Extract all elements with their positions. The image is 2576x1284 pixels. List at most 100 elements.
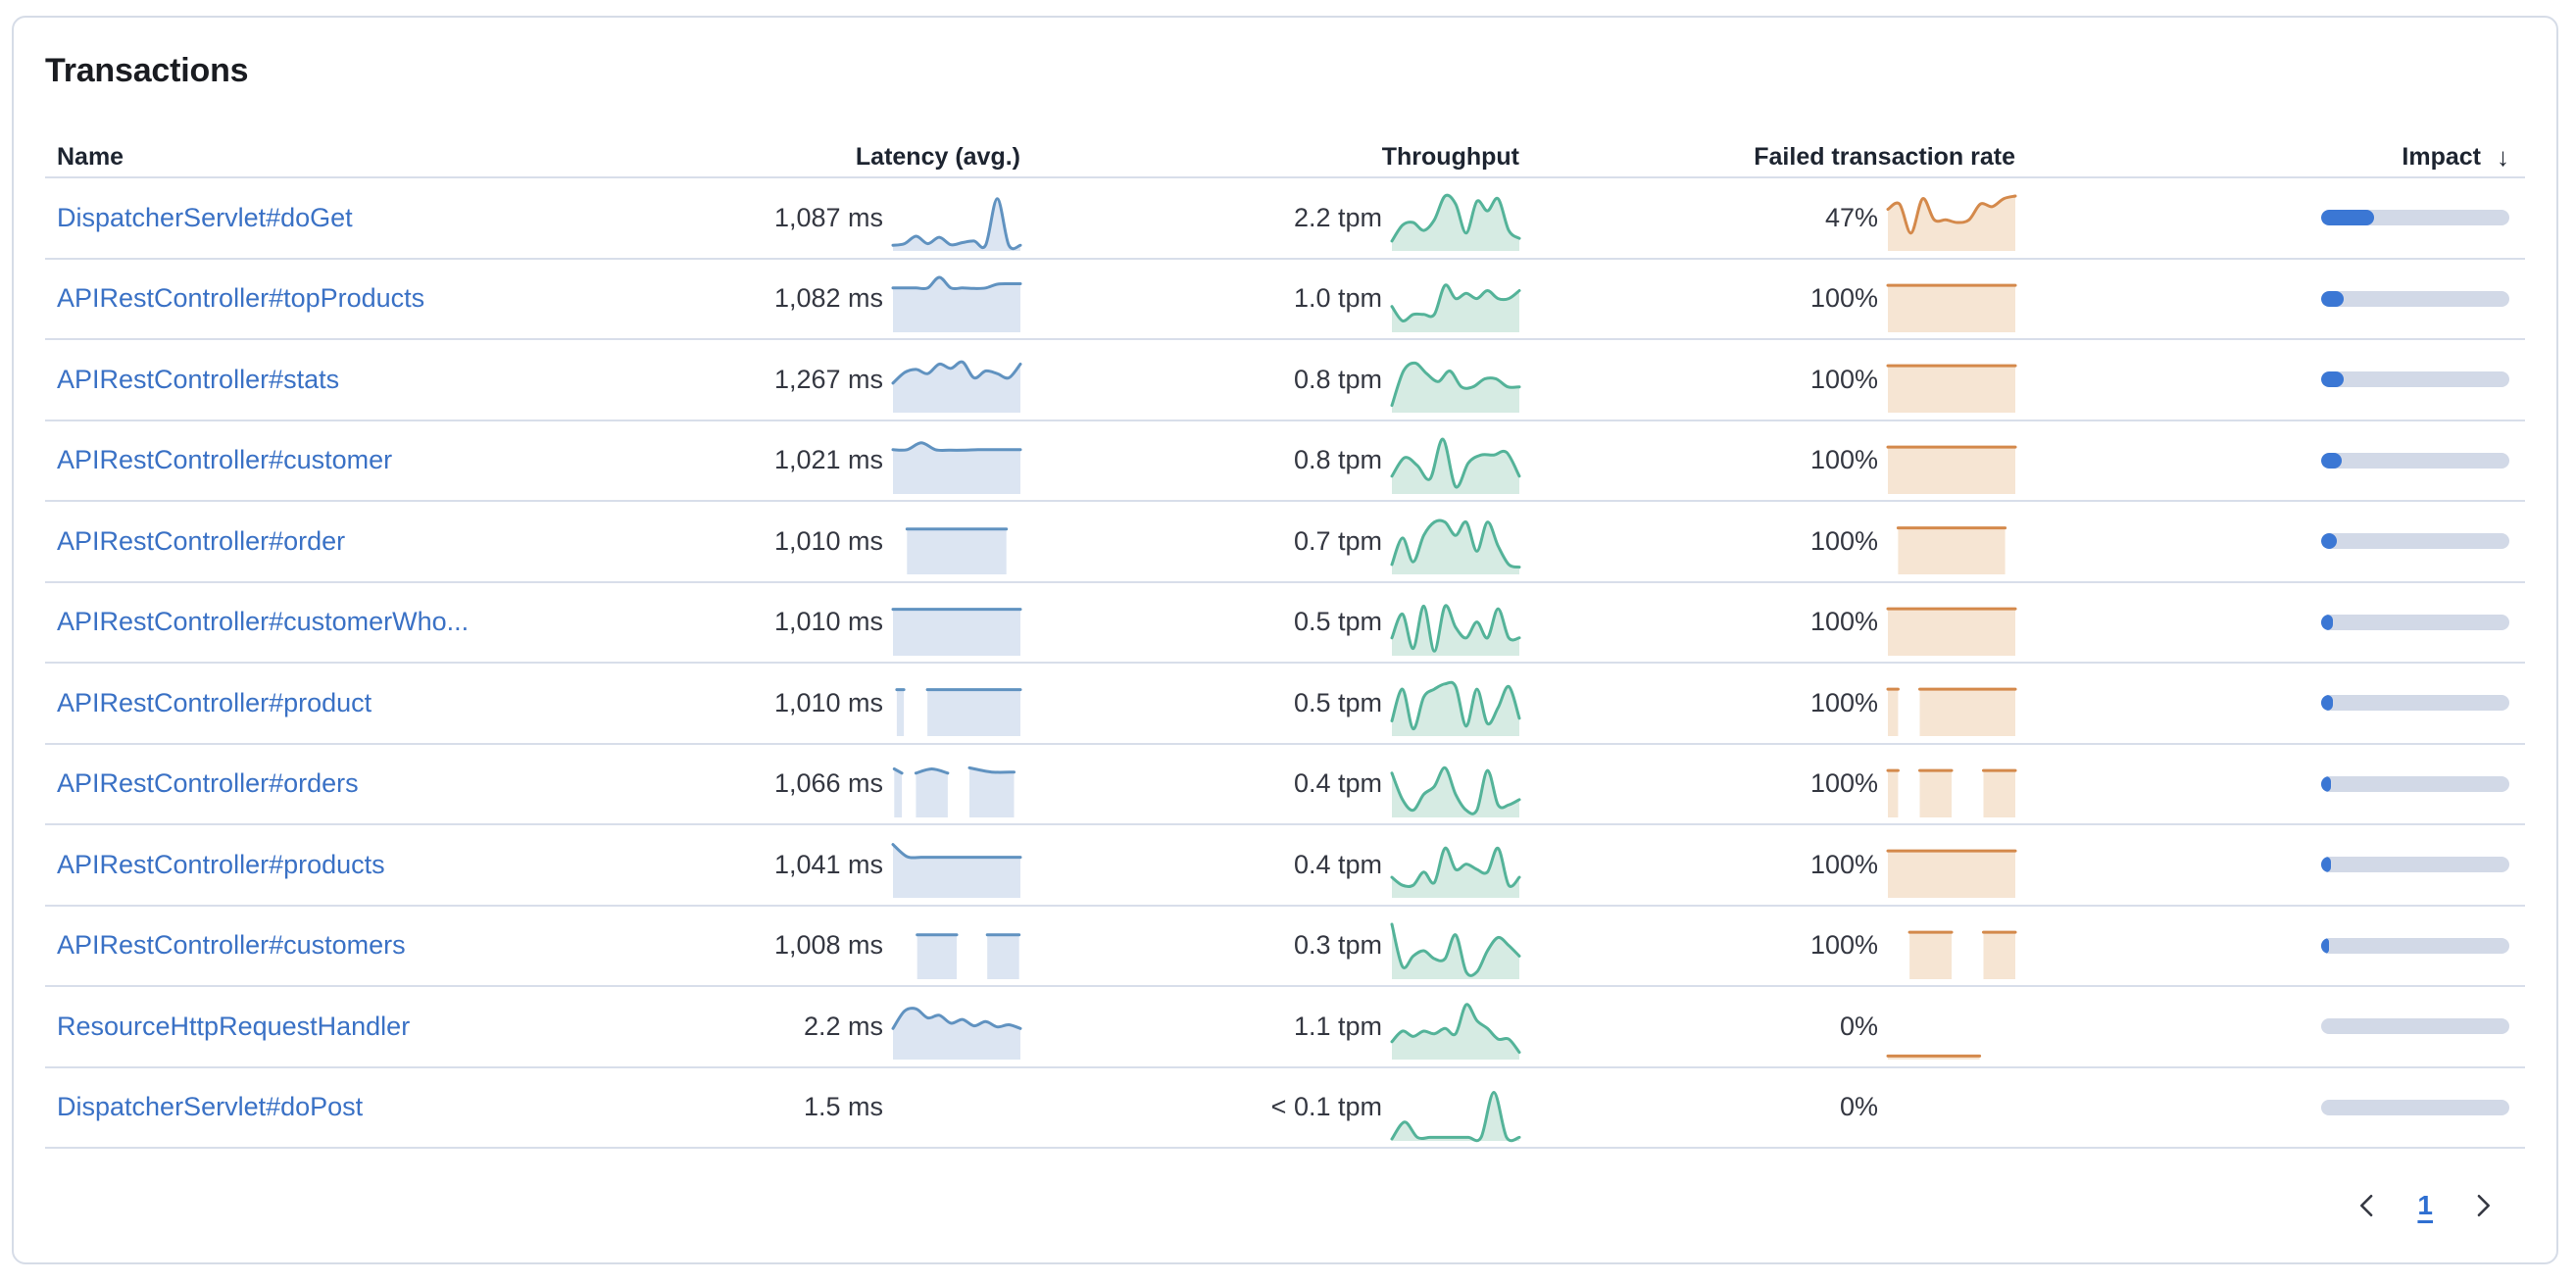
failed-rate-cell: 100% bbox=[1519, 346, 2017, 414]
name-cell: APIRestController#customer bbox=[45, 445, 668, 475]
name-cell: ResourceHttpRequestHandler bbox=[45, 1012, 668, 1042]
table-body: DispatcherServlet#doGet 1,087 ms 2.2 tpm… bbox=[45, 178, 2525, 1149]
transaction-name-link[interactable]: APIRestController#customers bbox=[57, 930, 406, 961]
failed-rate-sparkline bbox=[1888, 1084, 2015, 1141]
throughput-sparkline bbox=[1390, 193, 1521, 252]
transaction-name-link[interactable]: APIRestController#products bbox=[57, 849, 385, 879]
column-header-latency[interactable]: Latency (avg.) bbox=[855, 142, 1020, 171]
chevron-left-icon bbox=[2360, 1194, 2373, 1217]
latency-cell: 1,082 ms bbox=[668, 266, 1022, 332]
throughput-cell: 0.4 tpm bbox=[1020, 831, 1521, 899]
impact-bar bbox=[2321, 775, 2509, 792]
latency-value: 1.5 ms bbox=[803, 1092, 883, 1122]
column-header-name[interactable]: Name bbox=[57, 142, 124, 171]
impact-cell bbox=[2015, 210, 2525, 226]
throughput-cell: 0.5 tpm bbox=[1020, 669, 1521, 737]
panel-title: Transactions bbox=[45, 52, 249, 89]
table-row: ResourceHttpRequestHandler 2.2 ms 1.1 tp… bbox=[45, 987, 2525, 1068]
transaction-name-link[interactable]: DispatcherServlet#doPost bbox=[57, 1092, 364, 1122]
latency-cell: 1,267 ms bbox=[668, 346, 1022, 414]
transaction-name-link[interactable]: ResourceHttpRequestHandler bbox=[57, 1011, 411, 1041]
name-cell: APIRestController#customerWho... bbox=[45, 607, 668, 637]
failed-rate-cell: 47% bbox=[1519, 184, 2017, 252]
failed-rate-cell: 100% bbox=[1519, 427, 2017, 494]
latency-cell: 1.5 ms bbox=[668, 1074, 1020, 1141]
failed-rate-sparkline bbox=[1886, 1003, 2015, 1061]
impact-bar bbox=[2321, 1099, 2509, 1115]
latency-cell: 2.2 ms bbox=[668, 993, 1022, 1061]
latency-sparkline bbox=[893, 922, 1021, 979]
failed-rate-sparkline bbox=[1886, 841, 2017, 899]
failed-rate-value: 100% bbox=[1809, 687, 1878, 717]
transaction-name-link[interactable]: APIRestController#customer bbox=[57, 445, 393, 475]
transaction-name-link[interactable]: APIRestController#order bbox=[57, 525, 346, 556]
throughput-sparkline bbox=[1390, 518, 1521, 575]
transaction-name-link[interactable]: APIRestController#topProducts bbox=[57, 283, 425, 314]
latency-value: 2.2 ms bbox=[803, 1011, 883, 1041]
impact-bar-fill bbox=[2321, 775, 2331, 792]
throughput-sparkline bbox=[1390, 1003, 1521, 1061]
failed-rate-value: 100% bbox=[1809, 607, 1878, 637]
impact-bar bbox=[2321, 1018, 2509, 1035]
impact-bar-fill bbox=[2321, 857, 2331, 873]
failed-rate-cell: 100% bbox=[1519, 913, 2017, 979]
latency-sparkline bbox=[891, 437, 1022, 494]
throughput-cell: 1.1 tpm bbox=[1020, 993, 1521, 1061]
failed-rate-sparkline bbox=[1886, 761, 2017, 817]
column-header-failed-rate[interactable]: Failed transaction rate bbox=[1754, 142, 2015, 171]
impact-bar-fill bbox=[2321, 533, 2338, 550]
column-header-throughput[interactable]: Throughput bbox=[1381, 142, 1519, 171]
transaction-name-link[interactable]: APIRestController#customerWho... bbox=[57, 607, 470, 637]
failed-rate-cell: 100% bbox=[1519, 508, 2015, 575]
name-cell: APIRestController#order bbox=[45, 526, 668, 557]
chevron-right-icon bbox=[2477, 1194, 2490, 1217]
latency-sparkline bbox=[891, 841, 1022, 899]
latency-sparkline bbox=[893, 1084, 1020, 1141]
throughput-value: 0.5 tpm bbox=[1293, 607, 1382, 637]
column-header-impact[interactable]: Impact ↓ bbox=[2015, 142, 2525, 173]
page-1-button[interactable]: 1 bbox=[2417, 1190, 2433, 1220]
failed-rate-cell: 0% bbox=[1519, 993, 2015, 1061]
failed-rate-value: 100% bbox=[1809, 364, 1878, 394]
throughput-value: 0.3 tpm bbox=[1293, 930, 1382, 961]
impact-cell bbox=[2015, 371, 2525, 388]
latency-cell: 1,010 ms bbox=[668, 589, 1022, 656]
throughput-value: 0.8 tpm bbox=[1293, 364, 1382, 394]
failed-rate-cell: 0% bbox=[1519, 1074, 2015, 1141]
failed-rate-cell: 100% bbox=[1519, 266, 2017, 332]
table-row: APIRestController#customerWho... 1,010 m… bbox=[45, 583, 2525, 664]
throughput-cell: 1.0 tpm bbox=[1020, 266, 1521, 332]
impact-bar bbox=[2321, 452, 2509, 469]
throughput-cell: 0.8 tpm bbox=[1020, 346, 1521, 414]
name-cell: APIRestController#product bbox=[45, 688, 668, 718]
latency-value: 1,267 ms bbox=[773, 364, 883, 394]
next-page-button[interactable] bbox=[2470, 1193, 2496, 1218]
latency-cell: 1,041 ms bbox=[668, 831, 1022, 899]
throughput-sparkline bbox=[1390, 1084, 1521, 1142]
throughput-value: 1.1 tpm bbox=[1293, 1011, 1382, 1041]
throughput-cell: 0.4 tpm bbox=[1020, 751, 1521, 817]
impact-bar bbox=[2321, 290, 2509, 307]
transaction-name-link[interactable]: APIRestController#stats bbox=[57, 364, 340, 394]
latency-cell: 1,066 ms bbox=[668, 751, 1020, 817]
latency-value: 1,008 ms bbox=[773, 930, 883, 961]
failed-rate-value: 100% bbox=[1809, 445, 1878, 475]
latency-sparkline bbox=[892, 761, 1020, 817]
latency-cell: 1,010 ms bbox=[668, 508, 1020, 575]
transaction-name-link[interactable]: APIRestController#orders bbox=[57, 768, 359, 799]
impact-bar-fill bbox=[2321, 371, 2345, 388]
throughput-sparkline bbox=[1390, 275, 1521, 332]
latency-value: 1,010 ms bbox=[773, 687, 883, 717]
impact-bar bbox=[2321, 695, 2509, 712]
previous-page-button[interactable] bbox=[2354, 1193, 2380, 1218]
latency-cell: 1,010 ms bbox=[668, 669, 1022, 737]
name-cell: APIRestController#customers bbox=[45, 930, 668, 961]
failed-rate-cell: 100% bbox=[1519, 831, 2017, 899]
transaction-name-link[interactable]: APIRestController#product bbox=[57, 687, 372, 717]
latency-value: 1,066 ms bbox=[773, 768, 883, 799]
impact-bar bbox=[2321, 857, 2509, 873]
throughput-cell: < 0.1 tpm bbox=[1020, 1074, 1521, 1142]
transaction-name-link[interactable]: DispatcherServlet#doGet bbox=[57, 202, 353, 232]
latency-sparkline bbox=[891, 1003, 1022, 1061]
table-row: APIRestController#stats 1,267 ms 0.8 tpm… bbox=[45, 340, 2525, 421]
